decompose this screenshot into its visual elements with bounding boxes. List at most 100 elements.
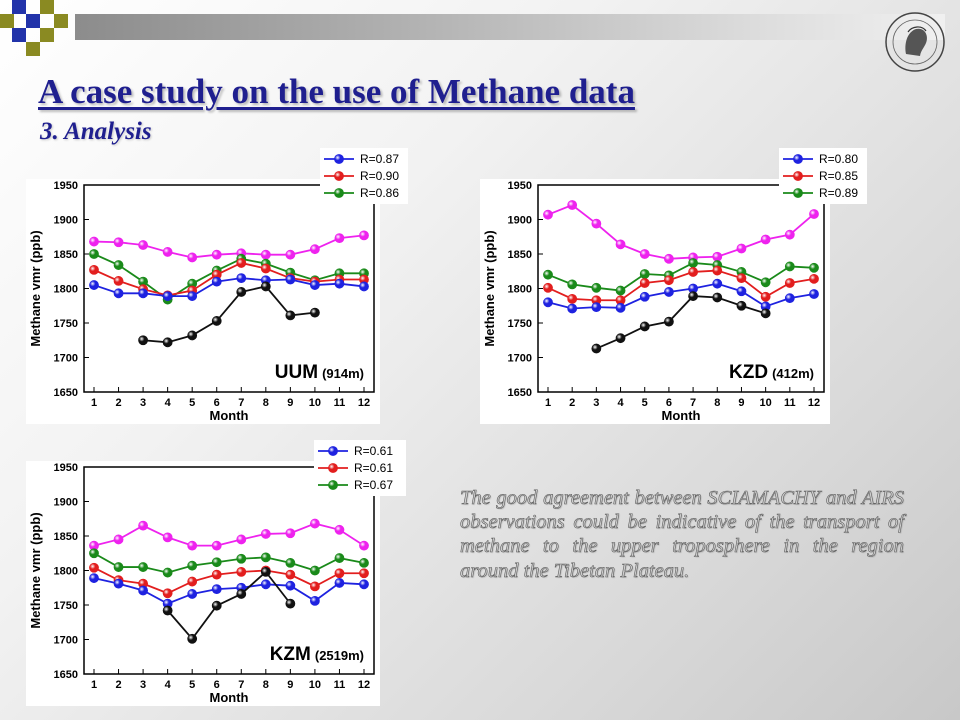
data-point-green: [334, 553, 345, 563]
y-tick-label: 1900: [54, 497, 78, 509]
x-tick-label: 3: [593, 397, 599, 409]
data-point-blue: [260, 579, 271, 590]
data-point-red: [89, 264, 99, 275]
data-point-black: [591, 343, 602, 354]
legend-label: R=0.86: [360, 186, 399, 200]
station-label: UUM (914m): [275, 362, 364, 383]
data-point-blue: [211, 276, 222, 287]
y-tick-label: 1750: [508, 318, 532, 330]
data-point-red: [260, 263, 271, 274]
y-tick-label: 1650: [54, 669, 78, 681]
data-point-magenta: [211, 540, 222, 551]
data-point-magenta: [760, 234, 771, 245]
y-tick-label: 1950: [508, 180, 532, 192]
x-axis-label: Month: [662, 408, 701, 423]
data-point-magenta: [138, 240, 148, 250]
data-point-red: [712, 265, 723, 276]
data-point-blue: [809, 289, 819, 299]
data-point-black: [138, 335, 148, 346]
data-point-magenta: [113, 534, 124, 545]
data-point-blue: [285, 274, 296, 285]
legend-uum: R=0.87 R=0.90 R=0.86: [320, 148, 408, 204]
x-tick-label: 4: [165, 679, 172, 691]
x-tick-label: 2: [115, 679, 121, 691]
data-point-magenta: [310, 518, 320, 529]
legend-marker-red: [334, 171, 344, 181]
legend-marker-red: [793, 171, 803, 181]
decor-square: [54, 14, 68, 28]
y-tick-label: 1950: [54, 462, 78, 474]
x-tick-label: 7: [690, 397, 696, 409]
x-tick-label: 1: [91, 397, 97, 409]
legend-label: R=0.61: [354, 461, 393, 475]
data-point-magenta: [89, 236, 99, 247]
legend-marker-blue: [334, 154, 344, 164]
data-point-blue: [187, 291, 198, 301]
data-point-magenta: [334, 524, 345, 535]
data-point-blue: [113, 288, 124, 299]
series-line-red: [93, 566, 364, 595]
decor-square: [0, 14, 14, 28]
data-point-magenta: [359, 230, 369, 241]
data-point-black: [211, 316, 222, 326]
data-point-blue: [591, 302, 602, 313]
y-tick-label: 1800: [54, 284, 78, 296]
data-point-green: [89, 249, 99, 259]
data-point-blue: [310, 595, 320, 606]
data-point-blue: [712, 278, 723, 289]
data-point-black: [285, 310, 296, 321]
data-point-green: [187, 560, 198, 571]
section-subtitle: 3. Analysis: [40, 118, 152, 145]
decor-square: [26, 14, 40, 28]
data-point-red: [113, 276, 124, 286]
data-point-blue: [567, 303, 578, 314]
chart-panel-kzd: 1650 1700 1750 1800 1850 1900 1950 1 2 3 4 5 6 7 8 9 10 1…: [480, 179, 830, 424]
data-point-green: [310, 565, 320, 576]
data-point-magenta: [310, 244, 320, 255]
series-line-red: [547, 269, 815, 302]
data-point-red: [236, 258, 247, 268]
x-tick-label: 8: [263, 397, 269, 409]
x-tick-label: 8: [714, 397, 720, 409]
data-point-magenta: [187, 540, 198, 551]
y-tick-label: 1700: [508, 353, 532, 365]
x-tick-label: 3: [140, 397, 146, 409]
data-point-green: [285, 558, 296, 568]
data-point-green: [688, 258, 698, 268]
data-point-green: [543, 269, 553, 280]
legend-marker-blue: [793, 154, 803, 164]
y-axis-label: Methane vmr (ppb): [28, 230, 43, 346]
data-point-magenta: [138, 520, 148, 531]
x-tick-label: 6: [214, 679, 220, 691]
data-point-green: [260, 552, 271, 563]
x-tick-label: 9: [287, 679, 293, 691]
data-point-green: [162, 567, 173, 578]
data-point-magenta: [567, 200, 578, 210]
data-point-green: [236, 553, 247, 564]
data-point-black: [260, 281, 271, 292]
data-point-green: [567, 279, 578, 290]
station-label: KZM (2519m): [270, 644, 364, 665]
plot-frame: [83, 184, 375, 393]
data-point-black: [310, 307, 320, 318]
x-tick-label: 11: [334, 397, 346, 409]
x-tick-label: 4: [617, 397, 624, 409]
y-tick-label: 1950: [54, 180, 78, 192]
x-tick-label: 4: [165, 397, 172, 409]
data-point-black: [162, 337, 173, 348]
y-tick-label: 1750: [54, 318, 78, 330]
data-point-green: [760, 277, 771, 288]
data-point-green: [211, 557, 222, 568]
station-code: KZM: [270, 644, 311, 665]
data-point-magenta: [809, 209, 819, 219]
data-point-blue: [664, 287, 674, 297]
series-line-black: [166, 570, 292, 641]
decor-square: [40, 0, 54, 14]
data-point-black: [187, 330, 198, 341]
x-tick-label: 10: [760, 397, 772, 409]
y-tick-label: 1650: [54, 387, 78, 399]
x-tick-label: 11: [784, 397, 796, 409]
data-point-blue: [639, 291, 650, 302]
